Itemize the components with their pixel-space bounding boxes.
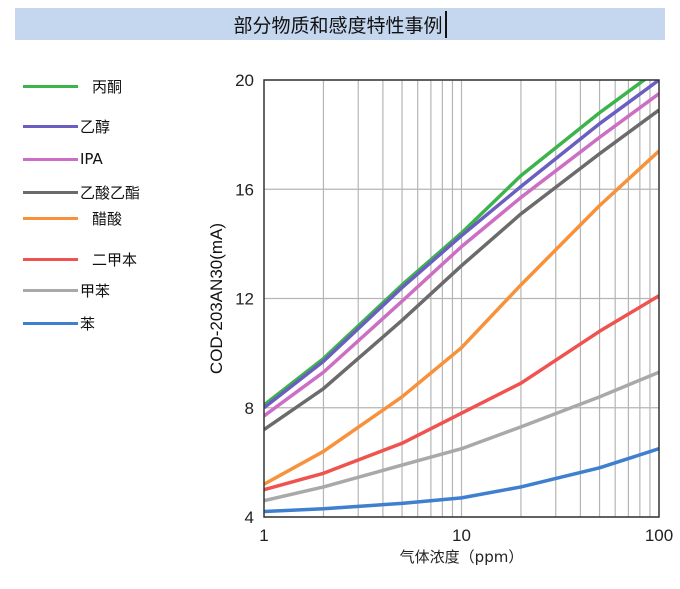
y-tick-label: 12 [235, 290, 254, 309]
legend-label: 甲苯 [80, 281, 111, 300]
series-line [264, 294, 659, 492]
legend-swatch [23, 257, 78, 261]
series-line [264, 92, 659, 418]
legend-item: IPA [23, 149, 103, 169]
legend-item: 甲苯 [23, 280, 110, 300]
x-tick-label: 10 [452, 526, 471, 545]
title-bar: 部分物质和感度特性事例 [15, 8, 665, 40]
legend-item: 乙酸乙酯 [23, 182, 140, 202]
y-axis-label: COD-203AN30(mA) [207, 223, 226, 374]
legend-label: 乙醇 [80, 117, 111, 136]
series-line [264, 80, 648, 407]
legend-label: 苯 [80, 314, 96, 333]
series-line [264, 370, 659, 503]
x-tick-label: 1 [259, 526, 268, 545]
x-axis-label: 气体浓度（ppm） [400, 548, 524, 566]
legend-item: 二甲本 [23, 249, 137, 269]
y-tick-label: 8 [245, 399, 254, 418]
y-tick-label: 20 [235, 71, 254, 90]
series-line [264, 108, 659, 432]
legend-swatch [23, 321, 78, 325]
series-line [264, 447, 659, 514]
y-tick-label: 16 [235, 180, 254, 199]
legend-label: 醋酸 [92, 209, 123, 228]
x-tick-label: 100 [645, 526, 673, 545]
legend-item: 醋酸 [23, 208, 122, 228]
legend-item: 苯 [23, 313, 95, 333]
legend-label: 乙酸乙酯 [80, 183, 141, 202]
legend-swatch [23, 84, 78, 88]
legend-label: 丙酮 [92, 77, 123, 96]
chart-title: 部分物质和感度特性事例 [233, 10, 447, 38]
plot-frame [263, 79, 660, 518]
legend-swatch [23, 216, 78, 220]
legend-swatch [23, 157, 78, 161]
series-line [264, 80, 659, 410]
legend-swatch [23, 288, 78, 292]
legend-swatch [23, 124, 78, 128]
y-tick-label: 4 [245, 508, 254, 527]
series-line [264, 149, 659, 486]
legend-item: 乙醇 [23, 116, 110, 136]
legend-swatch [23, 190, 78, 194]
legend-label: 二甲本 [92, 250, 138, 269]
legend-item: 丙酮 [23, 76, 122, 96]
legend-label: IPA [80, 150, 103, 168]
